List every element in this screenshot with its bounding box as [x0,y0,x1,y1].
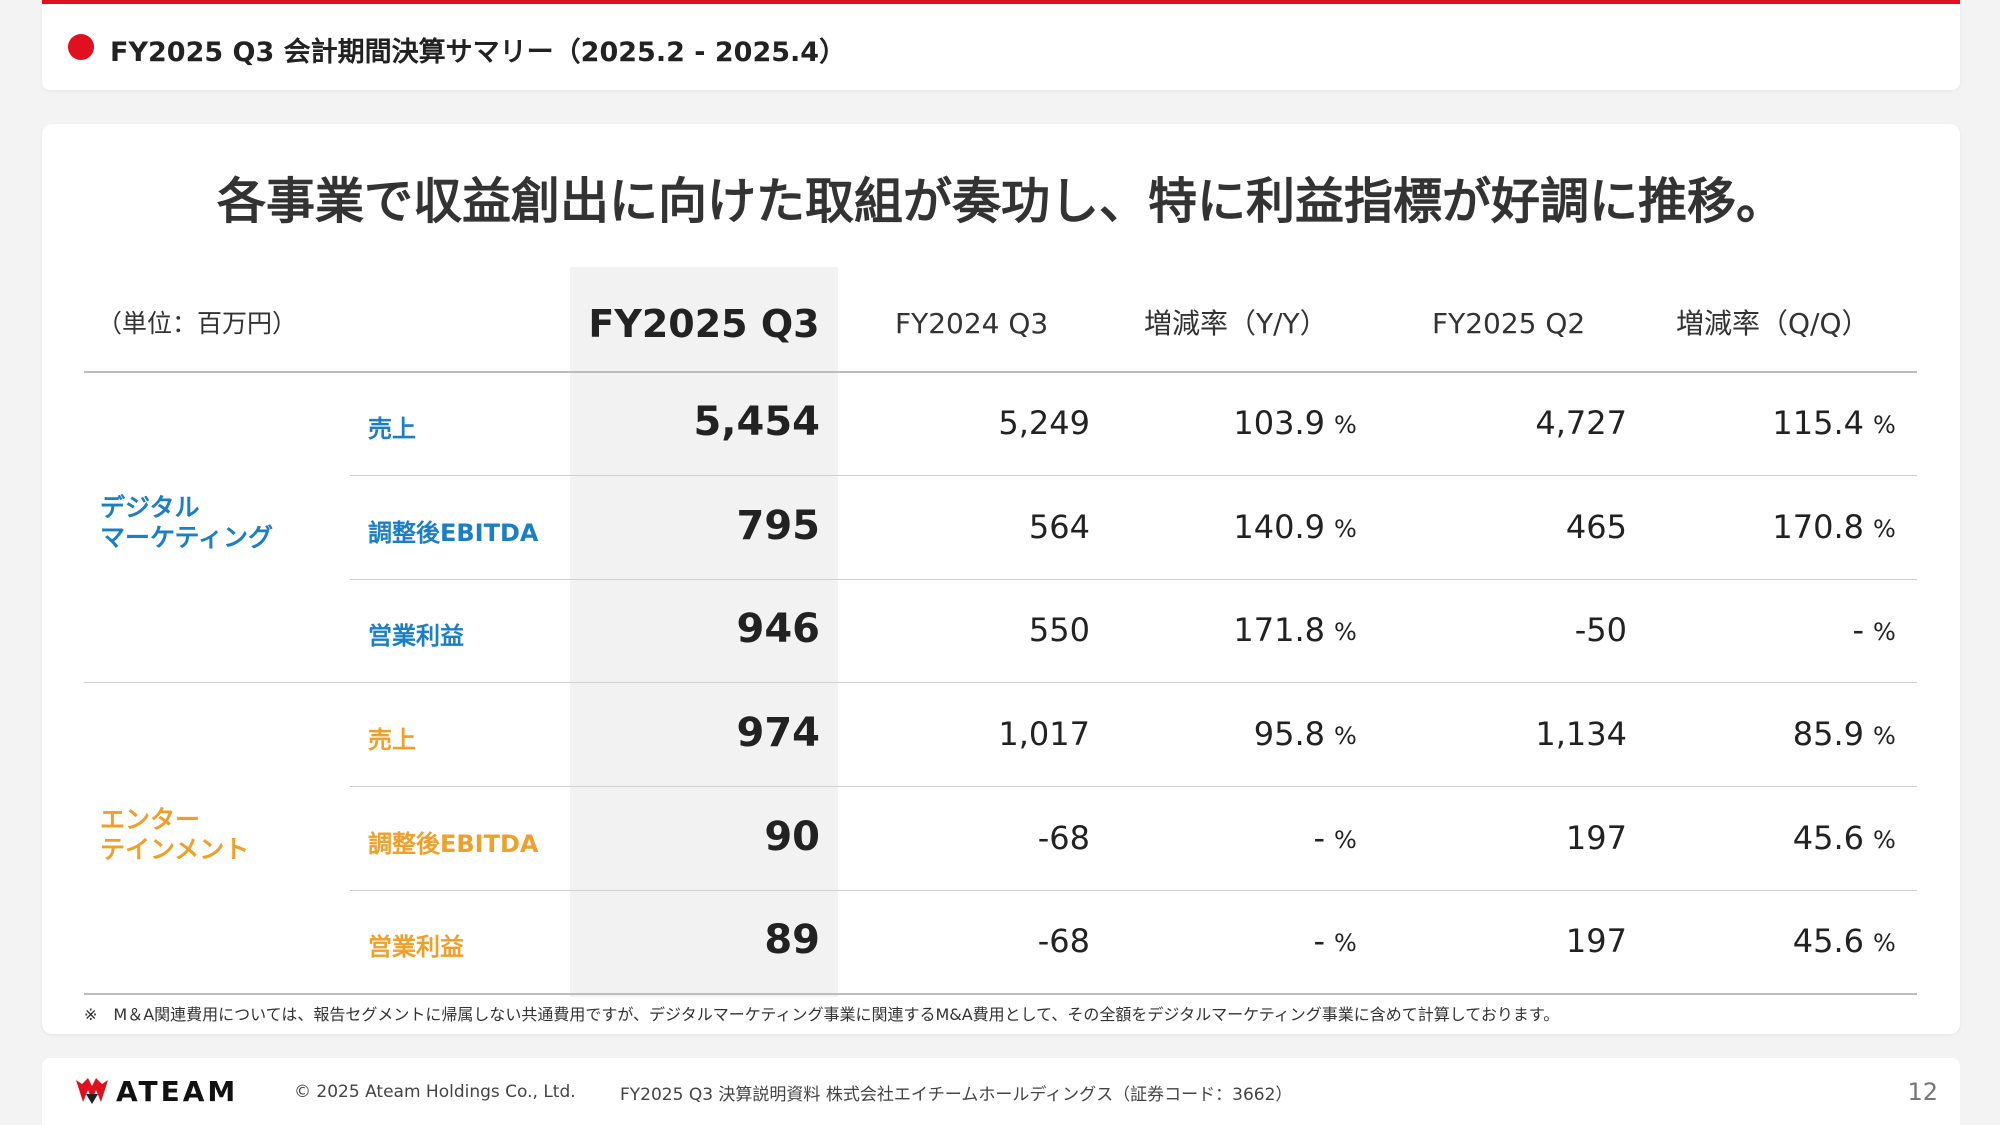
metric-label: 営業利益 [368,621,464,650]
value-fy2024-q3: 1,017 [998,714,1090,753]
col-header-qq: 増減率（Q/Q） [1676,307,1870,340]
percent-sign-yy: % [1334,825,1357,854]
header-bar: FY2025 Q3 会計期間決算サマリー（2025.2 - 2025.4） [42,0,1960,90]
value-fy2025-q3: 974 [736,709,821,756]
percent-sign-qq: % [1873,514,1896,543]
value-fy2024-q3: 564 [1028,507,1090,546]
value-yy-rate: 171.8 [1233,610,1325,649]
percent-sign-qq: % [1873,617,1896,646]
metric-label: 調整後EBITDA [368,518,539,547]
value-fy2025-q2: 197 [1565,921,1627,960]
unit-label: （単位：百万円） [97,309,298,338]
value-qq-rate: 170.8 [1772,507,1864,546]
col-header-fy2025-q3: FY2025 Q3 [588,302,820,346]
percent-sign-yy: % [1334,721,1357,750]
value-fy2024-q3: -68 [1037,921,1090,960]
value-fy2024-q3: 550 [1028,610,1090,649]
table-bottom-divider [84,993,1917,995]
segment-label-digital-marketing: デジタル マーケティング [100,493,273,553]
value-yy-rate: 140.9 [1233,507,1325,546]
document-info: FY2025 Q3 決算説明資料 株式会社エイチームホールディングス（証券コード… [620,1085,1293,1105]
percent-sign-qq: % [1873,721,1896,750]
percent-sign-yy: % [1334,514,1357,543]
segment-label-entertainment: エンター テインメント [100,805,249,865]
row-divider [350,579,1917,580]
page-number: 12 [1907,1078,1938,1106]
col-header-yy: 増減率（Y/Y） [1144,307,1328,340]
segment-label-line2: テインメント [100,835,250,864]
col-header-fy2024-q3: FY2024 Q3 [895,307,1049,340]
metric-label: 営業利益 [368,932,464,961]
header-divider [84,371,1917,373]
value-fy2025-q3: 795 [736,502,821,549]
copyright: © 2025 Ateam Holdings Co., Ltd. [294,1082,576,1102]
row-divider [350,890,1917,891]
percent-sign-qq: % [1873,825,1896,854]
metric-label: 調整後EBITDA [368,829,539,858]
page-title: FY2025 Q3 会計期間決算サマリー（2025.2 - 2025.4） [110,37,847,68]
value-fy2024-q3: 5,249 [998,403,1090,442]
value-yy-rate: - [1313,818,1325,857]
row-divider [350,475,1917,476]
col-header-fy2025-q2: FY2025 Q2 [1432,307,1586,340]
ateam-logo-icon [76,1078,108,1104]
metric-label: 売上 [368,414,416,443]
value-qq-rate: 115.4 [1772,403,1864,442]
value-fy2025-q2: 197 [1565,818,1627,857]
summary-card: 各事業で収益創出に向けた取組が奏功し、特に利益指標が好調に推移。 （単位：百万円… [42,124,1960,1034]
value-fy2025-q3: 90 [764,813,820,860]
value-fy2025-q2: 4,727 [1535,403,1627,442]
footnote: ※ M＆A関連費用については、報告セグメントに帰属しない共通費用ですが、デジタル… [84,1005,1560,1024]
logo-text: ATEAM [116,1074,239,1108]
metric-label: 売上 [368,725,416,754]
value-yy-rate: 95.8 [1253,714,1325,753]
headline: 各事業で収益創出に向けた取組が奏功し、特に利益指標が好調に推移。 [216,173,1785,230]
value-qq-rate: 45.6 [1792,921,1864,960]
value-fy2025-q3: 89 [764,916,820,963]
ateam-logo: ATEAM [74,1074,238,1108]
value-fy2025-q3: 5,454 [693,398,820,445]
segment-label-line2: マーケティング [100,523,274,552]
value-qq-rate: 45.6 [1792,818,1864,857]
segment-label-line1: デジタル [100,493,200,522]
percent-sign-qq: % [1873,410,1896,439]
percent-sign-yy: % [1334,928,1357,957]
segment-label-line1: エンター [100,805,201,834]
value-yy-rate: 103.9 [1233,403,1325,442]
percent-sign-yy: % [1334,617,1357,646]
percent-sign-yy: % [1334,410,1357,439]
percent-sign-qq: % [1873,928,1896,957]
value-fy2024-q3: -68 [1037,818,1090,857]
value-qq-rate: - [1852,610,1864,649]
highlight-column [570,267,838,997]
segment-divider [84,682,1917,683]
value-yy-rate: - [1313,921,1325,960]
red-dot-icon [68,34,94,60]
value-fy2025-q3: 946 [736,605,821,652]
value-qq-rate: 85.9 [1792,714,1864,753]
row-divider [350,786,1917,787]
value-fy2025-q2: -50 [1574,610,1627,649]
value-fy2025-q2: 1,134 [1535,714,1627,753]
value-fy2025-q2: 465 [1565,507,1627,546]
footer-bar: ATEAM © 2025 Ateam Holdings Co., Ltd. FY… [42,1058,1960,1125]
